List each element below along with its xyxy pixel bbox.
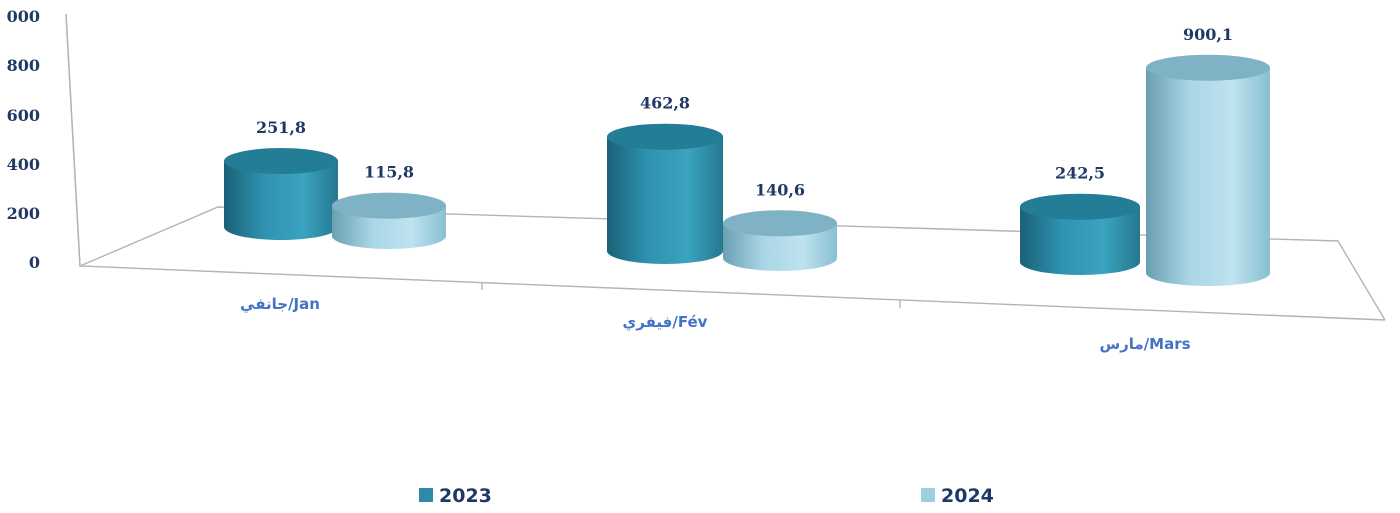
y-tick-label: 600 [7,106,40,125]
legend-label: 2023 [439,485,492,507]
category-labels: جانفي/Jan فيفري/Fév مارس/Mars [240,295,1191,353]
data-label: 900,1 [1183,25,1233,44]
category-label: فيفري/Fév [623,313,708,332]
bar-2023-0 [224,148,338,240]
data-label: 462,8 [640,94,690,113]
data-label: 251,8 [256,118,306,137]
data-label: 140,6 [755,180,805,199]
y-tick-label: 400 [7,155,40,174]
data-labels: 251,8 462,8 242,5 115,8 140,6 900,1 [256,25,1233,199]
data-label: 242,5 [1055,164,1105,183]
y-tick-label: 200 [7,204,40,223]
bar-2024-1 [723,210,837,271]
y-tick-label: 0 [29,253,40,272]
bar-2024-0 [332,192,446,249]
legend-swatch-2024 [921,488,935,502]
legend-label: 2024 [941,485,994,507]
bar-2024-2 [1146,54,1270,287]
bars [224,54,1270,287]
bar-2023-2 [1020,193,1140,275]
y-axis-line [65,13,81,267]
legend-swatch-2023 [419,488,433,502]
y-tick-labels: 0 200 400 600 800 1 000 [0,7,40,272]
data-label: 115,8 [364,163,414,182]
category-label: جانفي/Jan [240,295,320,313]
category-label: مارس/Mars [1099,335,1190,353]
legend: 2023 2024 [419,485,994,507]
y-tick-label: 1 000 [0,7,40,26]
bar-2023-1 [607,123,723,264]
y-tick-label: 800 [7,56,40,75]
